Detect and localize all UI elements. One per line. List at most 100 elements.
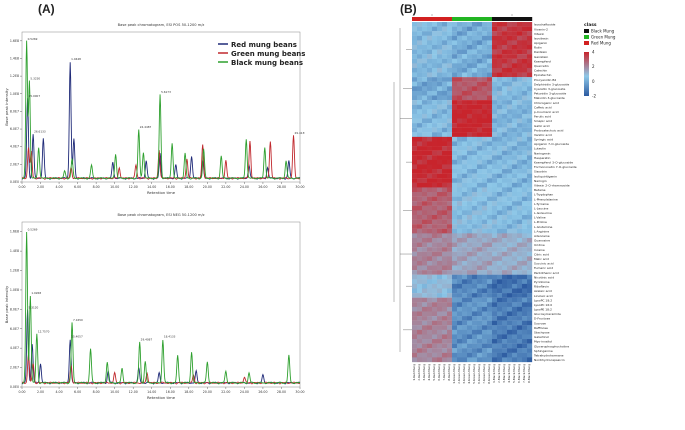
heatmap-cell (457, 196, 463, 202)
heatmap-cell (427, 302, 433, 308)
heatmap-cell (477, 159, 483, 165)
heatmap-cell (462, 265, 468, 271)
heatmap-cell (522, 224, 528, 229)
row-label: Delphinidin 3-glucoside (534, 82, 569, 86)
heatmap-cell (477, 265, 483, 271)
heatmap-cell (422, 192, 428, 197)
heatmap-cell (522, 306, 528, 312)
scale-tick-label: 2 (592, 64, 595, 69)
heatmap-cell (467, 265, 473, 271)
heatmap-cell (427, 104, 433, 110)
chart-title: Base peak chromatogram, ESI POS 50-1200 … (118, 23, 205, 27)
row-label: Raffinose (534, 326, 548, 330)
heatmap-cell (477, 311, 483, 317)
row-label: Azelaic acid (534, 289, 552, 293)
heatmap-cell (457, 251, 463, 257)
heatmap-cell (497, 90, 503, 96)
heatmap-cell (527, 182, 533, 188)
heatmap-cell (482, 136, 488, 142)
heatmap-cell (412, 297, 418, 303)
heatmap-cell (417, 118, 423, 124)
heatmap-cell (502, 164, 508, 170)
heatmap-cell (502, 210, 508, 216)
heatmap-cell (522, 339, 528, 344)
heatmap-cell (522, 90, 528, 96)
heatmap-cell (447, 201, 453, 206)
heatmap-cell (492, 35, 498, 41)
row-label: Epicatechin (534, 73, 552, 77)
heatmap-cell (472, 95, 478, 101)
heatmap-cell (512, 274, 518, 280)
heatmap-cell (497, 169, 503, 174)
heatmap-cell (457, 219, 463, 225)
heatmap-cell (502, 146, 508, 151)
heatmap-cell (502, 270, 508, 275)
heatmap-cell (452, 54, 458, 59)
heatmap-cell (462, 72, 468, 78)
heatmap-cell (487, 58, 493, 64)
heatmap-cell (422, 132, 428, 138)
heatmap-cell (462, 237, 468, 243)
heatmap-cell (412, 228, 418, 234)
heatmap-cell (512, 334, 518, 340)
heatmap-cell (522, 169, 528, 174)
heatmap-cell (497, 320, 503, 326)
class-bar-cell (442, 17, 448, 21)
class-bar-cell (472, 17, 478, 21)
heatmap-cell (527, 293, 533, 298)
heatmap-cell (442, 104, 448, 110)
heatmap-cell (467, 146, 473, 151)
heatmap-cell (472, 44, 478, 50)
heatmap-cell (527, 247, 533, 252)
column-label: 4.Black.Mung (507, 364, 511, 383)
heatmap-cell (452, 113, 458, 119)
heatmap-cell (447, 81, 453, 87)
heatmap-cell (432, 256, 438, 262)
heatmap-cell (442, 90, 448, 96)
heatmap-cell (422, 40, 428, 46)
heatmap-cell (462, 169, 468, 174)
heatmap-cell (492, 104, 498, 110)
heatmap-cell (457, 58, 463, 64)
heatmap-cell (437, 242, 443, 248)
heatmap-cell (452, 237, 458, 243)
heatmap-cell (507, 58, 513, 64)
x-axis-label: Retention time (147, 190, 176, 195)
heatmap-cell (477, 348, 483, 353)
heatmap-cell (447, 77, 453, 82)
y-tick-label: 1.6E8 (10, 39, 19, 43)
heatmap-cell (502, 247, 508, 252)
heatmap-cell (417, 201, 423, 206)
heatmap-cell (467, 352, 473, 358)
heatmap-cell (512, 104, 518, 110)
heatmap-cell (507, 86, 513, 92)
heatmap-cell (497, 348, 503, 353)
heatmap-cell (452, 169, 458, 174)
heatmap-cell (417, 192, 423, 197)
heatmap-cell (462, 325, 468, 330)
heatmap-cell (492, 100, 498, 105)
heatmap-cell (432, 279, 438, 285)
heatmap-cell (462, 357, 468, 363)
heatmap-cell (522, 237, 528, 243)
heatmap-cell (437, 293, 443, 298)
heatmap-cell (487, 283, 493, 289)
heatmap-cell (512, 279, 518, 285)
heatmap-cell (517, 44, 523, 50)
heatmap-cell (472, 54, 478, 59)
heatmap-cell (457, 320, 463, 326)
heatmap-cell (437, 214, 443, 220)
heatmap-cell (487, 297, 493, 303)
heatmap-cell (482, 242, 488, 248)
heatmap-cell (432, 182, 438, 188)
heatmap-cell (472, 132, 478, 138)
heatmap-cell (512, 343, 518, 349)
heatmap-cell (487, 118, 493, 124)
heatmap-cell (517, 150, 523, 156)
heatmap-cell (492, 123, 498, 128)
heatmap-cell (452, 86, 458, 92)
heatmap-cell (427, 146, 433, 151)
heatmap-cell (462, 251, 468, 257)
heatmap-cell (457, 224, 463, 229)
heatmap-cell (497, 219, 503, 225)
